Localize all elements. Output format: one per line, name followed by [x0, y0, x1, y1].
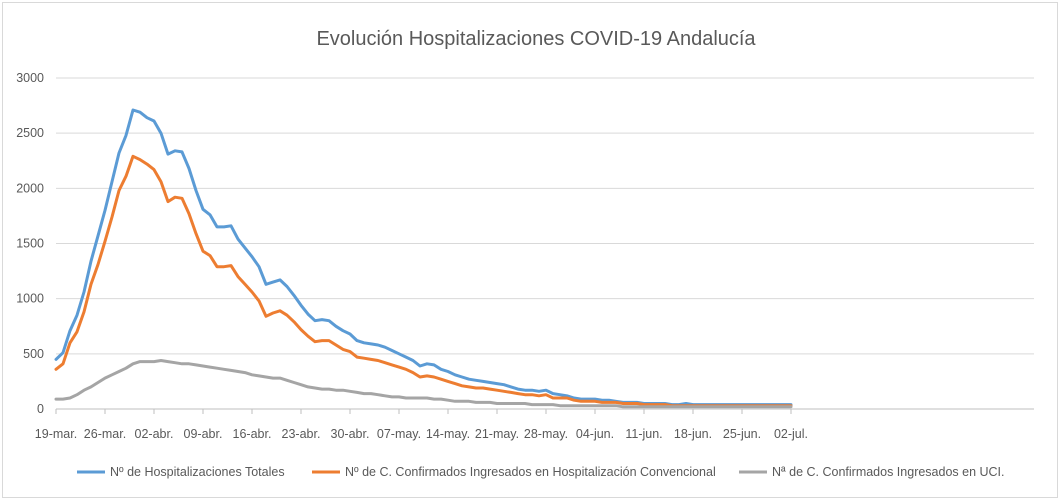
x-tick-label: 26-mar. [84, 427, 126, 441]
x-tick-label: 14-may. [426, 427, 470, 441]
x-tick-label: 19-mar. [35, 427, 77, 441]
gridlines [56, 77, 1034, 355]
y-tick-label: 3000 [16, 71, 44, 85]
x-tick-label: 02-abr. [135, 427, 174, 441]
x-tick-label: 09-abr. [184, 427, 223, 441]
x-tick-label: 25-jun. [723, 427, 761, 441]
y-tick-label: 1000 [16, 292, 44, 306]
x-tick-label: 04-jun. [576, 427, 614, 441]
series-lines [54, 108, 793, 409]
y-tick-label: 0 [37, 402, 44, 416]
x-tick-label: 23-abr. [282, 427, 321, 441]
x-tick-label: 30-abr. [331, 427, 370, 441]
y-tick-label: 2500 [16, 126, 44, 140]
legend-label-2: Nº de C. Confirmados Ingresados en Hospi… [345, 465, 716, 479]
legend-label-1: Nº de Hospitalizaciones Totales [110, 465, 285, 479]
series-line-3 [54, 359, 793, 409]
line-chart: Evolución Hospitalizaciones COVID-19 And… [16, 28, 1034, 479]
x-tick-label: 18-jun. [674, 427, 712, 441]
y-tick-label: 500 [23, 347, 44, 361]
chart-title: Evolución Hospitalizaciones COVID-19 And… [316, 28, 756, 50]
legend-label-3: Nª de C. Confirmados Ingresados en UCI. [772, 465, 1005, 479]
legend: Nº de Hospitalizaciones Totales Nº de C. … [77, 465, 1005, 479]
x-tick-label: 11-jun. [625, 427, 662, 441]
x-tick-label: 21-may. [475, 427, 519, 441]
x-tick-label: 02-jul. [774, 427, 808, 441]
y-tick-label: 1500 [16, 237, 44, 251]
x-tick-label: 07-may. [377, 427, 421, 441]
x-tick-label: 16-abr. [233, 427, 272, 441]
axes: 0 500 1000 1500 2000 2500 3000 19-mar. 26-mar. 02… [16, 71, 1034, 441]
x-tick-label: 28-may. [524, 427, 568, 441]
series-line-2 [54, 154, 793, 408]
y-tick-label: 2000 [16, 181, 44, 195]
